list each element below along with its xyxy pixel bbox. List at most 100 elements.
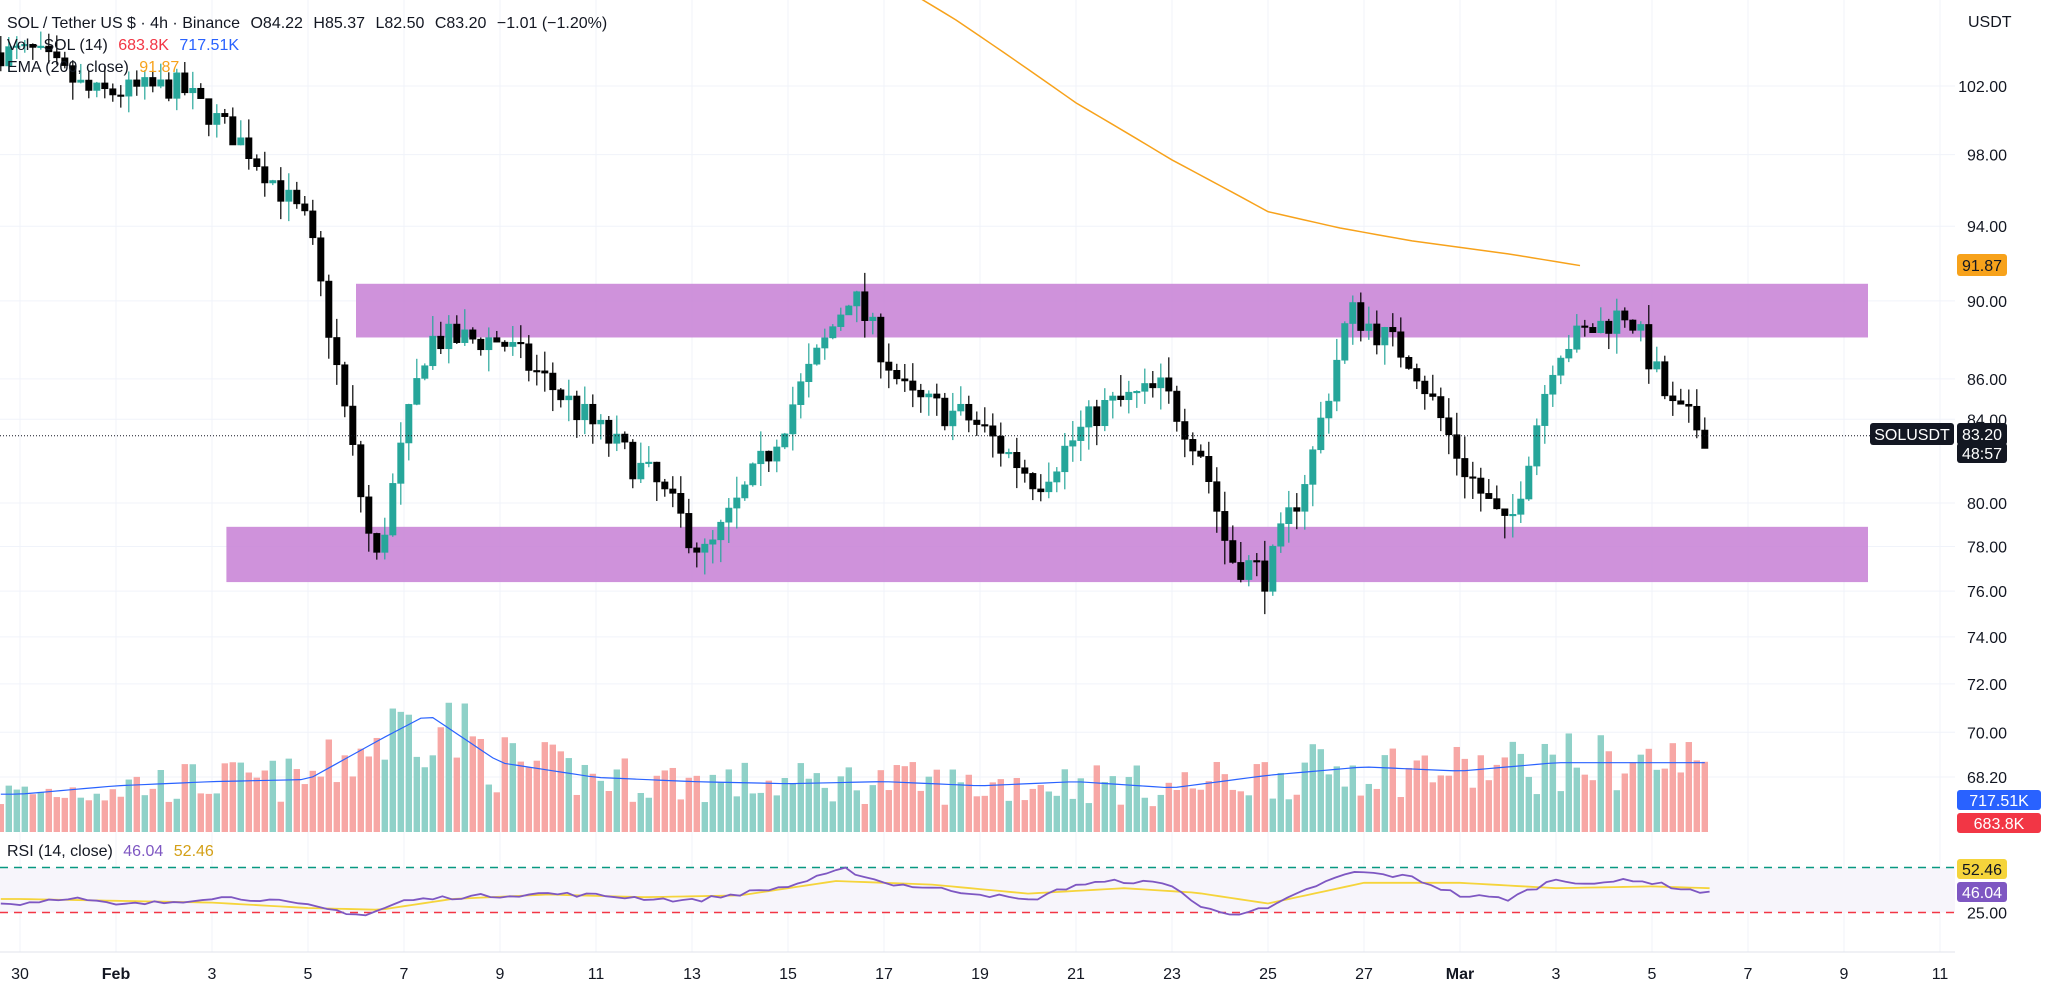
volume-bar xyxy=(285,758,292,832)
ema-legend[interactable]: EMA (200, close) 91.87 xyxy=(7,57,185,79)
candle-body xyxy=(1493,498,1501,510)
candle-body xyxy=(1469,476,1477,479)
candle-body xyxy=(1549,374,1557,395)
volume-bar xyxy=(373,737,380,832)
candle-body xyxy=(405,404,413,444)
volume-bar xyxy=(693,775,700,832)
volume-bar xyxy=(1205,781,1212,832)
currency-unit-button[interactable]: USDT xyxy=(1968,14,2012,31)
volume-bar xyxy=(1629,762,1636,832)
candle-body xyxy=(21,44,29,47)
volume-bar xyxy=(1589,780,1596,832)
candle-body xyxy=(0,52,5,67)
volume-bar xyxy=(1117,804,1124,832)
candle-body xyxy=(1253,560,1261,563)
volume-bar xyxy=(701,802,708,832)
candle-body xyxy=(1509,514,1517,517)
volume-legend[interactable]: Vol · SOL (14) 683.8K 717.51K xyxy=(7,35,245,57)
candle-body xyxy=(1565,348,1573,359)
symbol-title[interactable]: SOL / Tether US $ · 4h · Binance xyxy=(7,15,241,32)
volume-bar xyxy=(1373,788,1380,832)
volume-bar xyxy=(1685,742,1692,832)
volume-bar xyxy=(69,787,76,832)
volume-bar xyxy=(165,801,172,832)
candle-body xyxy=(669,488,677,494)
volume-bar xyxy=(989,782,996,832)
volume-bar xyxy=(1501,757,1508,832)
volume-bar xyxy=(821,787,828,832)
candle-body xyxy=(909,380,917,391)
time-tick-label: 25 xyxy=(1259,966,1277,983)
candle-body xyxy=(301,203,309,212)
candle-body xyxy=(1405,357,1413,369)
candle-body xyxy=(749,463,757,486)
volume-bar xyxy=(1637,754,1644,832)
volume-bar xyxy=(805,778,812,832)
candle-body xyxy=(53,51,61,59)
candle-body xyxy=(1061,445,1069,473)
candle-body xyxy=(605,419,613,444)
candle-body xyxy=(1653,361,1661,370)
candle-body xyxy=(557,389,565,401)
volume-bar xyxy=(885,790,892,832)
candle-body xyxy=(101,82,109,90)
candle-body xyxy=(325,280,333,338)
volume-bar xyxy=(1469,787,1476,832)
volume-bar xyxy=(677,799,684,832)
volume-bar xyxy=(197,793,204,832)
volume-bar xyxy=(1245,795,1252,832)
volume-bar xyxy=(1173,789,1180,832)
volume-bars xyxy=(0,702,1708,832)
candle-body xyxy=(1381,327,1389,346)
volume-bar xyxy=(1005,800,1012,832)
price-badge-bg xyxy=(1957,423,2007,445)
price-tick-label: 70.00 xyxy=(1967,725,2007,742)
time-tick-label: Mar xyxy=(1446,966,1474,983)
candle-body xyxy=(461,329,469,343)
volume-bar xyxy=(1509,741,1516,832)
volume-bar xyxy=(29,794,36,832)
volume-bar xyxy=(21,786,28,832)
volume-badge: 683.8K xyxy=(1974,816,2025,833)
candle-body xyxy=(77,79,85,83)
candle-body xyxy=(565,395,573,401)
candle-body xyxy=(1517,498,1525,515)
candle-body xyxy=(501,341,509,347)
volume-bar xyxy=(53,797,60,832)
volume-bar xyxy=(1573,767,1580,832)
rsi-legend[interactable]: RSI (14, close) 46.04 52.46 xyxy=(7,843,214,861)
candle-body xyxy=(5,46,13,67)
candle-body xyxy=(1701,429,1709,449)
volume-bar xyxy=(845,767,852,832)
volume-bar xyxy=(589,773,596,832)
candle-body xyxy=(1637,324,1645,331)
candle-body xyxy=(117,94,125,97)
volume-bar xyxy=(1157,794,1164,832)
candle-body xyxy=(1629,319,1637,331)
volume-bar xyxy=(413,756,420,832)
volume-bar xyxy=(157,770,164,832)
volume-bar xyxy=(1069,798,1076,832)
candle-body xyxy=(1301,484,1309,512)
volume-bar xyxy=(1565,733,1572,832)
volume-bar xyxy=(477,738,484,832)
volume-bar xyxy=(381,759,388,832)
rsi-value: 46.04 xyxy=(123,843,164,860)
volume-bar xyxy=(741,762,748,832)
volume-bar xyxy=(1669,743,1676,832)
candle-body xyxy=(197,87,205,99)
rsi-badge: 46.04 xyxy=(1962,885,2002,902)
volume-bar xyxy=(437,727,444,832)
volume-bar xyxy=(149,788,156,832)
candle-body xyxy=(1445,417,1453,436)
candle-body xyxy=(1325,400,1333,419)
candle-body xyxy=(765,450,773,462)
time-tick-label: Feb xyxy=(102,966,131,983)
volume-bar xyxy=(1453,746,1460,832)
volume-bar xyxy=(893,765,900,832)
candle-body xyxy=(653,461,661,483)
candle-body xyxy=(957,403,965,412)
candle-body xyxy=(293,189,301,205)
candle-body xyxy=(1045,481,1053,493)
